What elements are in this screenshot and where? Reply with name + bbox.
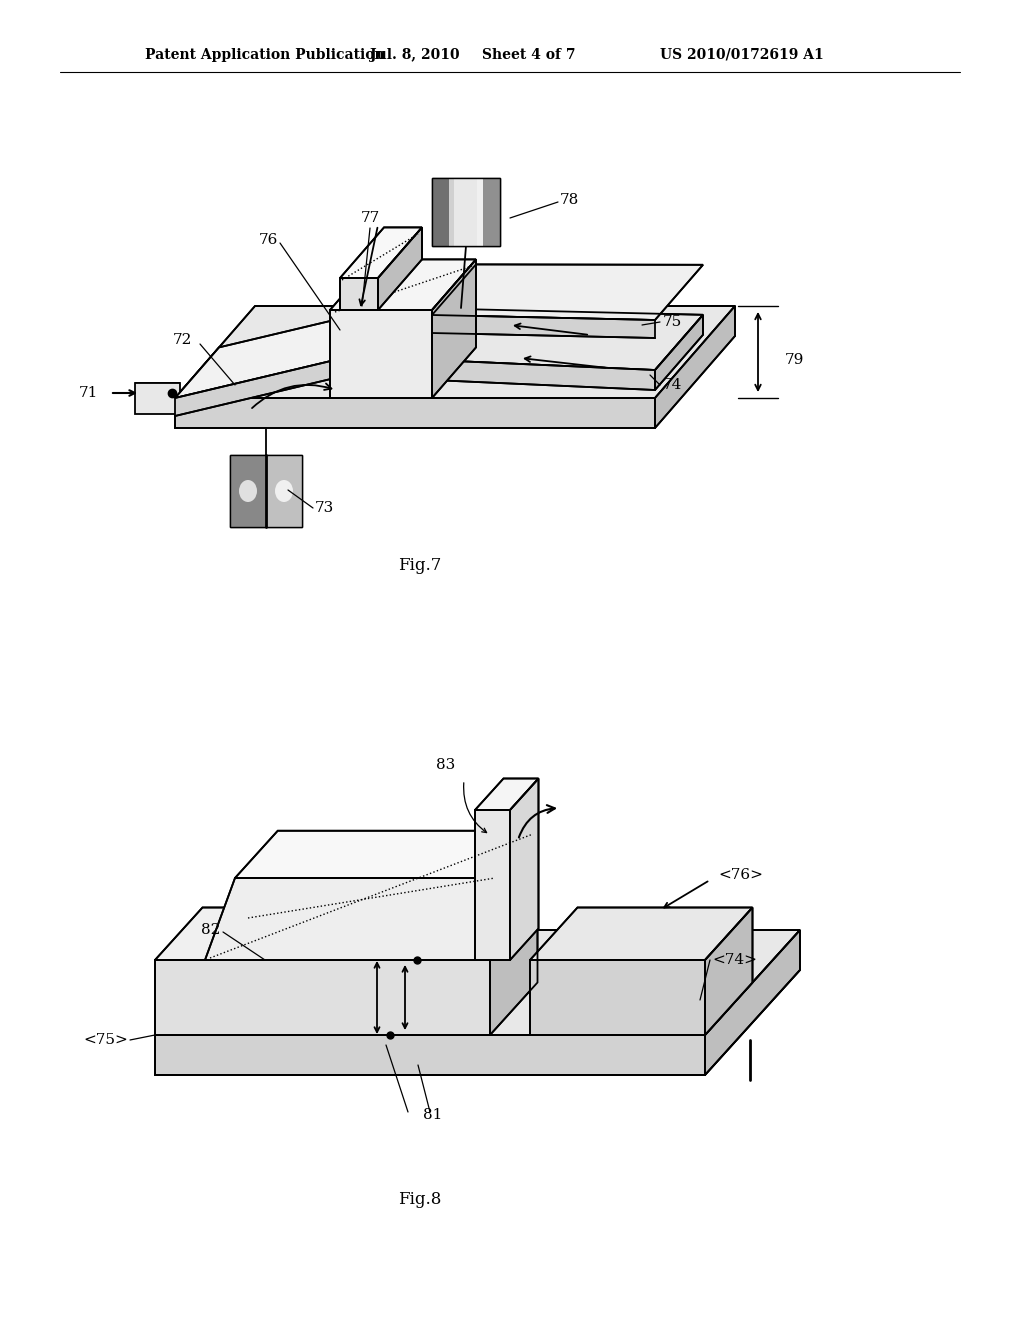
Text: Sheet 4 of 7: Sheet 4 of 7 (482, 48, 575, 62)
Text: <76>: <76> (718, 869, 763, 882)
Text: 83: 83 (436, 758, 455, 772)
Polygon shape (705, 908, 753, 1035)
Ellipse shape (239, 480, 257, 502)
Text: US 2010/0172619 A1: US 2010/0172619 A1 (660, 48, 823, 62)
Text: <74>: <74> (712, 953, 757, 968)
Polygon shape (490, 908, 538, 1035)
Polygon shape (175, 360, 335, 416)
Text: <75>: <75> (83, 1034, 128, 1047)
Polygon shape (234, 830, 538, 878)
Polygon shape (449, 178, 466, 246)
Polygon shape (175, 399, 655, 428)
Polygon shape (432, 260, 476, 399)
Polygon shape (432, 264, 703, 319)
Polygon shape (483, 178, 500, 246)
Polygon shape (155, 960, 490, 1035)
Text: 76: 76 (259, 234, 278, 247)
Polygon shape (175, 306, 735, 399)
Text: 77: 77 (360, 211, 380, 224)
Text: 71: 71 (79, 385, 98, 400)
Polygon shape (655, 306, 735, 428)
Polygon shape (205, 878, 495, 960)
Text: Patent Application Publication: Patent Application Publication (145, 48, 385, 62)
Polygon shape (330, 310, 432, 399)
Polygon shape (432, 360, 655, 389)
Text: 82: 82 (201, 923, 220, 937)
Text: 78: 78 (560, 193, 580, 207)
Polygon shape (432, 309, 703, 370)
Polygon shape (432, 178, 500, 246)
Text: 73: 73 (315, 502, 334, 515)
Text: Fig.7: Fig.7 (398, 557, 441, 573)
Polygon shape (475, 830, 538, 960)
Polygon shape (466, 178, 483, 246)
Polygon shape (175, 309, 379, 399)
Polygon shape (340, 279, 378, 310)
Polygon shape (155, 908, 538, 960)
Polygon shape (705, 931, 800, 1074)
Polygon shape (475, 810, 510, 960)
Ellipse shape (275, 480, 293, 502)
Polygon shape (475, 779, 539, 810)
Text: 74: 74 (663, 378, 682, 392)
Polygon shape (230, 455, 302, 527)
Polygon shape (655, 314, 703, 389)
Polygon shape (330, 260, 476, 310)
Polygon shape (510, 779, 539, 960)
Polygon shape (530, 908, 753, 960)
Polygon shape (155, 931, 800, 1035)
Polygon shape (230, 455, 266, 527)
Text: 72: 72 (173, 333, 193, 347)
Text: 75: 75 (663, 315, 682, 329)
Polygon shape (155, 1035, 705, 1074)
Polygon shape (432, 315, 655, 338)
Polygon shape (530, 960, 705, 1035)
Polygon shape (432, 178, 449, 246)
Text: 81: 81 (423, 1107, 442, 1122)
Polygon shape (454, 178, 477, 246)
Polygon shape (378, 227, 422, 310)
Text: Jul. 8, 2010: Jul. 8, 2010 (370, 48, 460, 62)
Text: Fig.8: Fig.8 (398, 1192, 441, 1209)
Polygon shape (266, 455, 302, 527)
Text: 79: 79 (785, 352, 805, 367)
Polygon shape (135, 383, 180, 414)
Polygon shape (340, 227, 422, 279)
